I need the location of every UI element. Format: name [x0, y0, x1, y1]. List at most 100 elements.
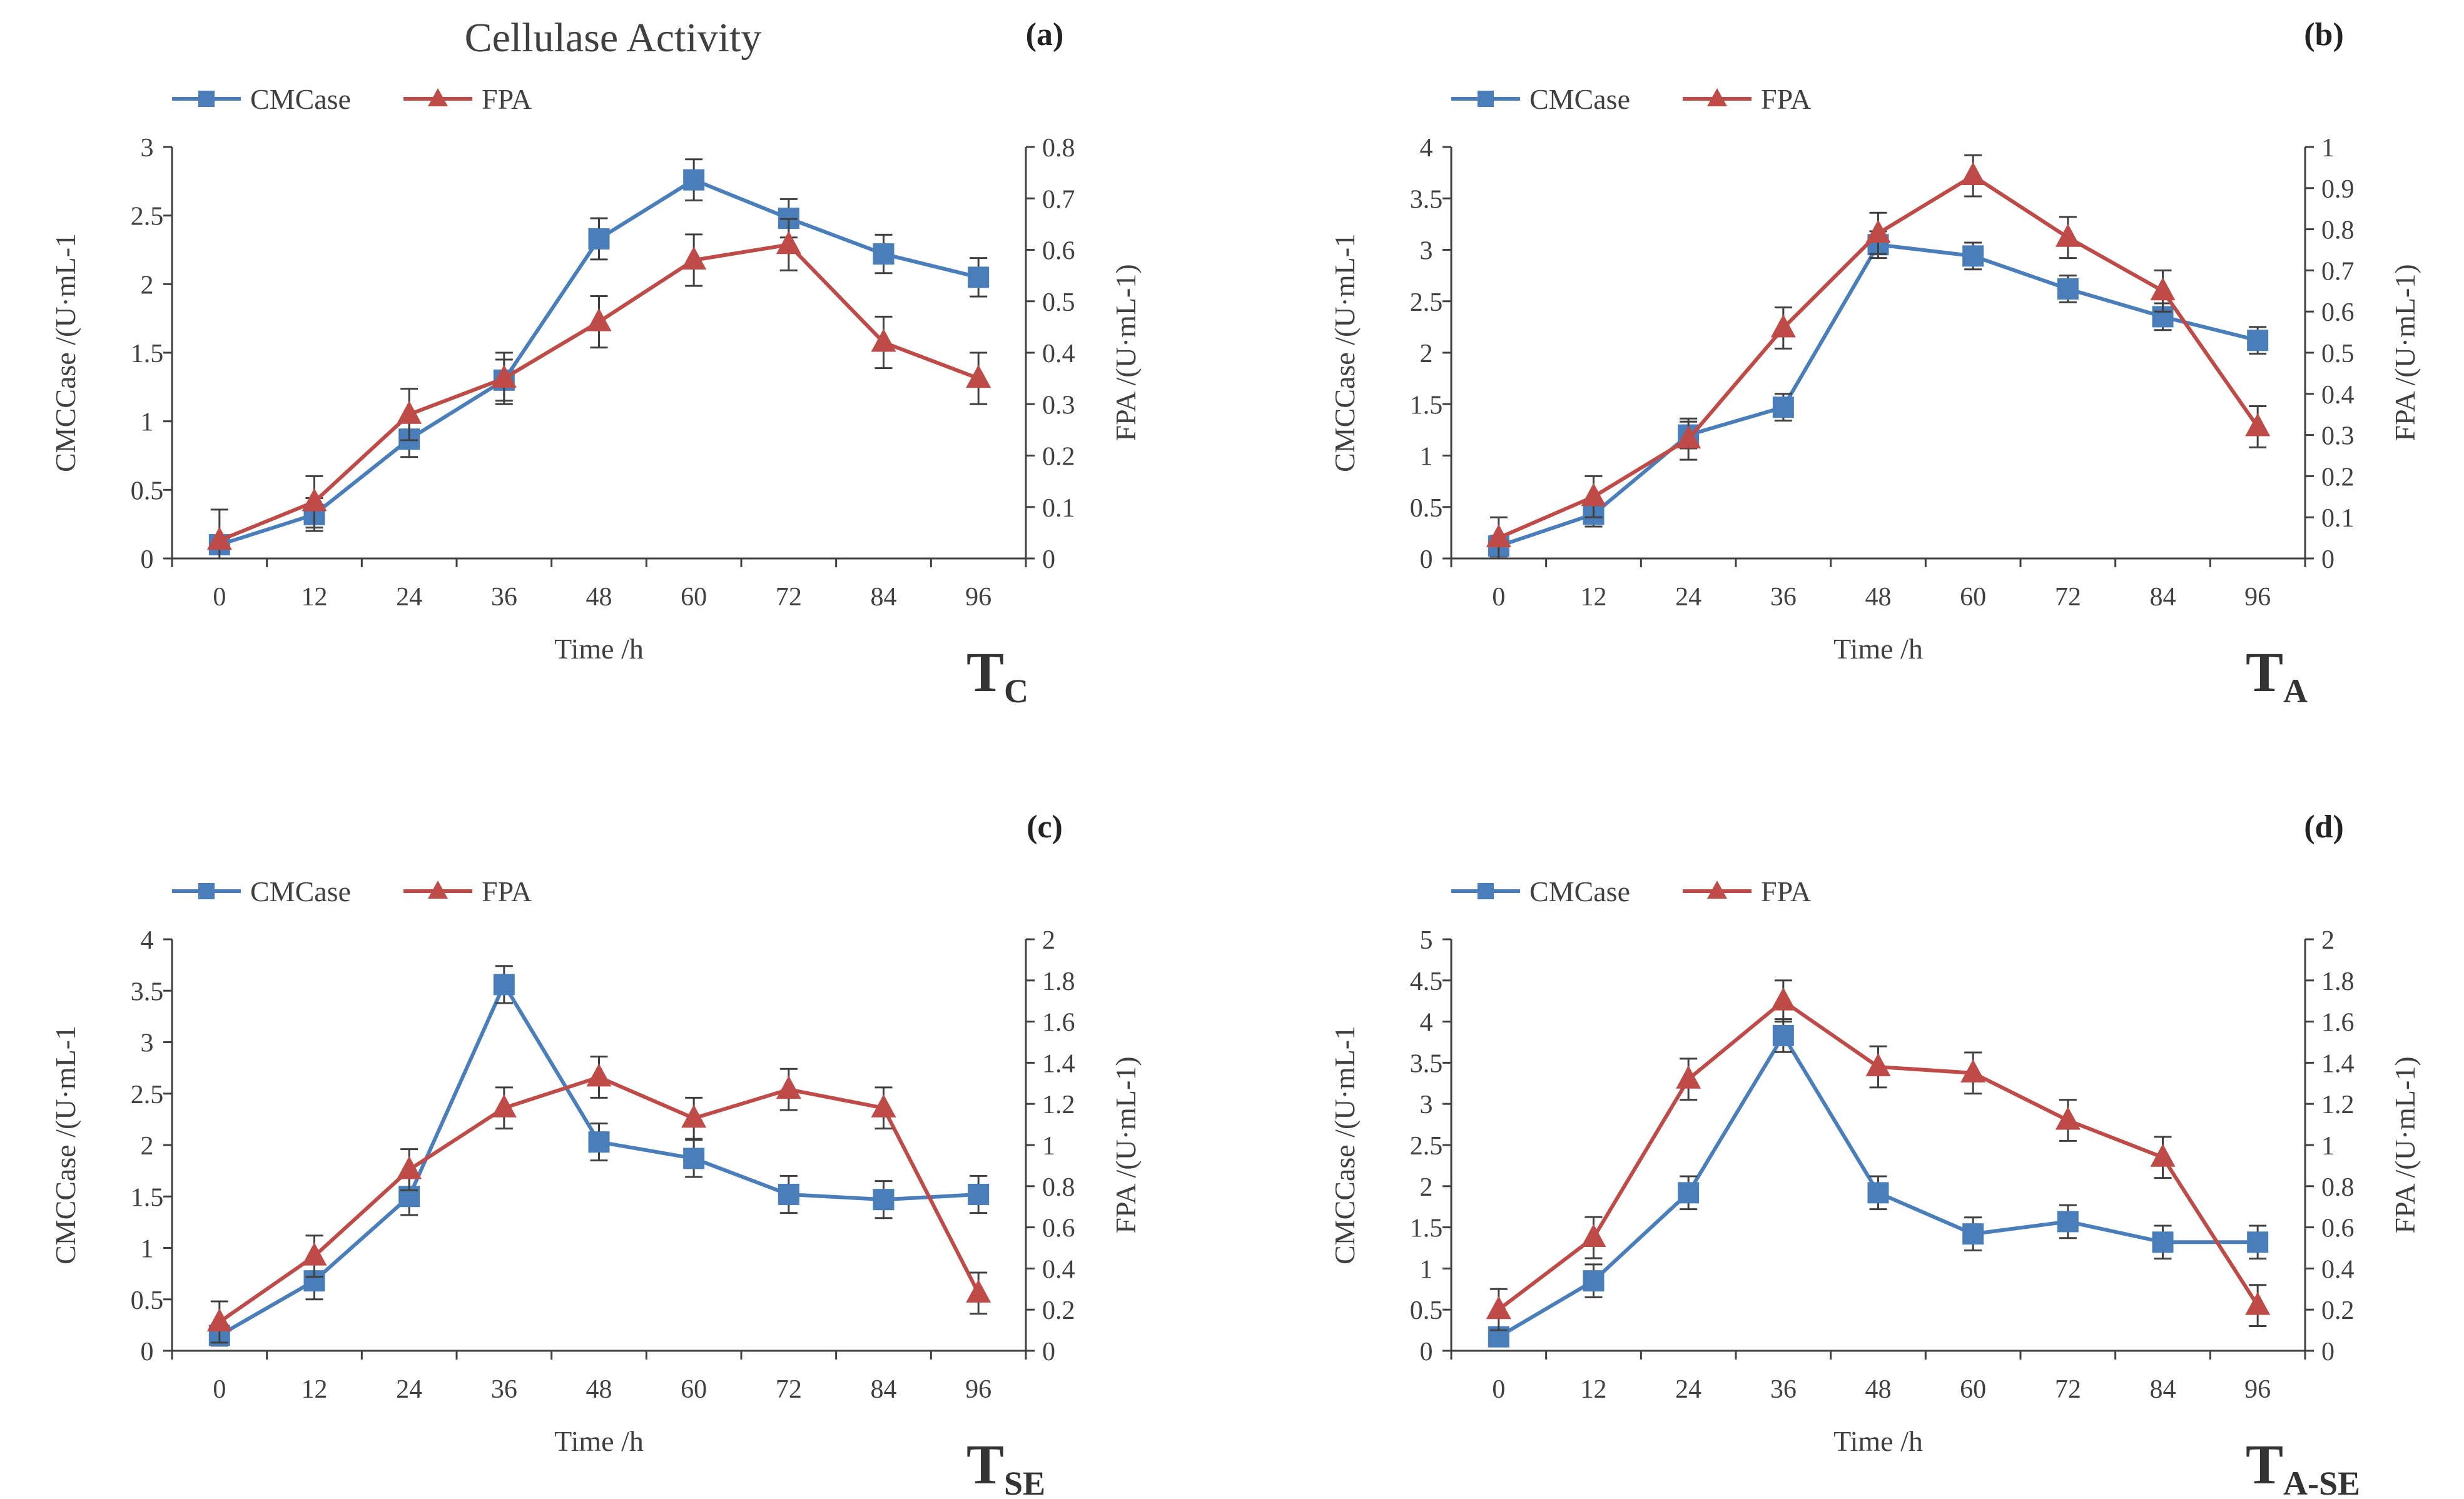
- data-point-fpa: [966, 1279, 991, 1303]
- legend-label: CMCase: [250, 876, 351, 907]
- x-tick-label: 48: [586, 583, 612, 612]
- y-axis-left-title: CMCCase /(U·mL-1: [49, 1026, 81, 1264]
- y-right-tick-label: 0.8: [1042, 1173, 1075, 1202]
- y-left-tick-label: 2.5: [1410, 288, 1443, 317]
- data-point-fpa: [2245, 413, 2271, 437]
- data-point-fpa: [586, 1063, 612, 1087]
- x-tick-label: 12: [302, 1375, 328, 1404]
- data-point-fpa: [2245, 1291, 2271, 1315]
- y-right-tick-label: 0.1: [1042, 494, 1075, 523]
- data-point-cmcase: [2057, 1211, 2079, 1233]
- y-left-tick-label: 3: [1420, 237, 1433, 266]
- legend-marker: [1707, 881, 1727, 899]
- y-left-tick-label: 3.5: [1410, 1049, 1443, 1078]
- data-point-cmcase: [683, 169, 705, 191]
- data-point-fpa: [966, 365, 991, 388]
- data-point-fpa: [206, 527, 232, 550]
- y-left-tick-label: 5: [1420, 926, 1433, 955]
- x-tick-label: 24: [1675, 583, 1701, 612]
- treatment-subscript: A-SE: [2283, 1465, 2360, 1499]
- x-tick-label: 72: [2055, 1375, 2081, 1404]
- y-axis-right-title: FPA /(U·mL-1): [1110, 1056, 1142, 1233]
- y-left-tick-label: 1.5: [131, 340, 164, 368]
- y-right-tick-label: 0.3: [2321, 422, 2355, 451]
- data-point-cmcase: [1583, 1270, 1605, 1292]
- y-right-tick-label: 1.6: [1042, 1009, 1075, 1037]
- legend-marker: [428, 881, 448, 899]
- data-point-cmcase: [968, 266, 990, 288]
- x-tick-label: 84: [871, 583, 897, 612]
- y-right-tick-label: 0: [2321, 545, 2335, 574]
- x-tick-label: 72: [776, 583, 802, 612]
- y-right-tick-label: 1: [2321, 1132, 2335, 1161]
- legend-label: FPA: [1761, 876, 1811, 907]
- data-point-fpa: [1865, 220, 1891, 243]
- y-right-tick-label: 1.6: [2321, 1009, 2355, 1037]
- figure-title: Cellulase Activity: [465, 15, 762, 61]
- data-point-fpa: [1676, 425, 1701, 449]
- panel-label: (b): [2304, 17, 2344, 53]
- y-right-tick-label: 0.1: [2321, 504, 2355, 533]
- panel-label: (d): [2304, 809, 2344, 845]
- y-left-tick-label: 4: [1420, 1009, 1433, 1037]
- y-right-tick-label: 1.2: [1042, 1091, 1075, 1119]
- data-point-cmcase: [2152, 1231, 2174, 1253]
- y-right-tick-label: 0.9: [2321, 175, 2355, 204]
- data-point-fpa: [1486, 524, 1511, 548]
- chart-panels: 0 0.5 1 1.5 2 2.5 3 0 0.1 0.2 0.3 0.4 0.5 0.6 0.7 0.8 0 1…: [49, 17, 2421, 1499]
- y-axis-left-title: CMCCase /(U·mL-1: [1329, 1026, 1361, 1264]
- y-right-tick-label: 1: [1042, 1132, 1055, 1161]
- x-tick-label: 96: [965, 583, 991, 612]
- x-tick-label: 84: [2150, 1375, 2176, 1404]
- y-left-tick-label: 0: [141, 1338, 154, 1366]
- y-right-tick-label: 0.2: [1042, 443, 1075, 472]
- y-left-tick-label: 1: [1420, 443, 1433, 472]
- y-left-tick-label: 1: [141, 1235, 154, 1264]
- panel-a: 0 0.5 1 1.5 2 2.5 3 0 0.1 0.2 0.3 0.4 0.5 0.6 0.7 0.8 0 1…: [49, 17, 1142, 710]
- x-tick-label: 24: [1675, 1375, 1701, 1404]
- data-point-fpa: [1960, 1059, 1986, 1083]
- x-tick-label: 72: [776, 1375, 802, 1404]
- data-point-fpa: [1676, 1065, 1701, 1089]
- x-tick-label: 60: [1960, 583, 1986, 612]
- y-right-tick-label: 0.5: [2321, 340, 2355, 368]
- x-tick-label: 48: [1865, 1375, 1892, 1404]
- treatment-subscript: SE: [1004, 1465, 1045, 1499]
- x-tick-label: 36: [491, 1375, 517, 1404]
- x-axis-title: Time /h: [1833, 633, 1923, 665]
- legend-marker: [428, 88, 448, 106]
- panel-c: 0 0.5 1 1.5 2 2.5 3 3.5 4 0 0.2 0.4 0.6 0.8 1 1.2 1.4 1.6…: [49, 809, 1142, 1499]
- data-point-cmcase: [873, 243, 895, 265]
- y-right-tick-label: 1.2: [2321, 1091, 2355, 1119]
- data-point-fpa: [871, 328, 896, 352]
- data-point-cmcase: [968, 1183, 990, 1205]
- data-point-cmcase: [873, 1189, 895, 1211]
- data-point-cmcase: [2057, 278, 2079, 300]
- treatment-subscript: C: [1004, 672, 1028, 710]
- treatment-label: TA: [2246, 642, 2308, 710]
- panel-b: 0 0.5 1 1.5 2 2.5 3 3.5 4 0 0.1 0.2 0.3 0.4 0.5 0.6 0.7 0…: [1329, 17, 2421, 710]
- y-right-tick-label: 0.6: [2321, 298, 2355, 327]
- y-axis-right-title: FPA /(U·mL-1): [1110, 264, 1142, 441]
- legend-label: FPA: [482, 876, 532, 907]
- y-left-tick-label: 1: [1420, 1255, 1433, 1284]
- x-tick-label: 36: [491, 583, 517, 612]
- y-left-tick-label: 1.5: [1410, 391, 1443, 420]
- y-right-tick-label: 0.6: [2321, 1214, 2355, 1243]
- y-left-tick-label: 3.5: [131, 977, 164, 1006]
- data-point-fpa: [2150, 277, 2176, 301]
- x-tick-label: 36: [1770, 1375, 1797, 1404]
- y-left-tick-label: 2: [1420, 1173, 1433, 1202]
- legend-marker: [198, 883, 215, 899]
- treatment-subscript: A: [2283, 672, 2308, 710]
- treatment-label: TSE: [966, 1434, 1045, 1499]
- data-point-cmcase: [588, 228, 610, 250]
- data-point-cmcase: [1772, 396, 1794, 418]
- y-left-tick-label: 3: [1420, 1091, 1433, 1119]
- y-right-tick-label: 0.8: [1042, 134, 1075, 163]
- y-axis-left-title: CMCCase /(U·mL-1: [1329, 233, 1361, 472]
- x-tick-label: 24: [396, 1375, 422, 1404]
- data-point-fpa: [1770, 987, 1796, 1011]
- y-left-tick-label: 0: [1420, 1338, 1433, 1366]
- x-axis-title: Time /h: [554, 1425, 644, 1457]
